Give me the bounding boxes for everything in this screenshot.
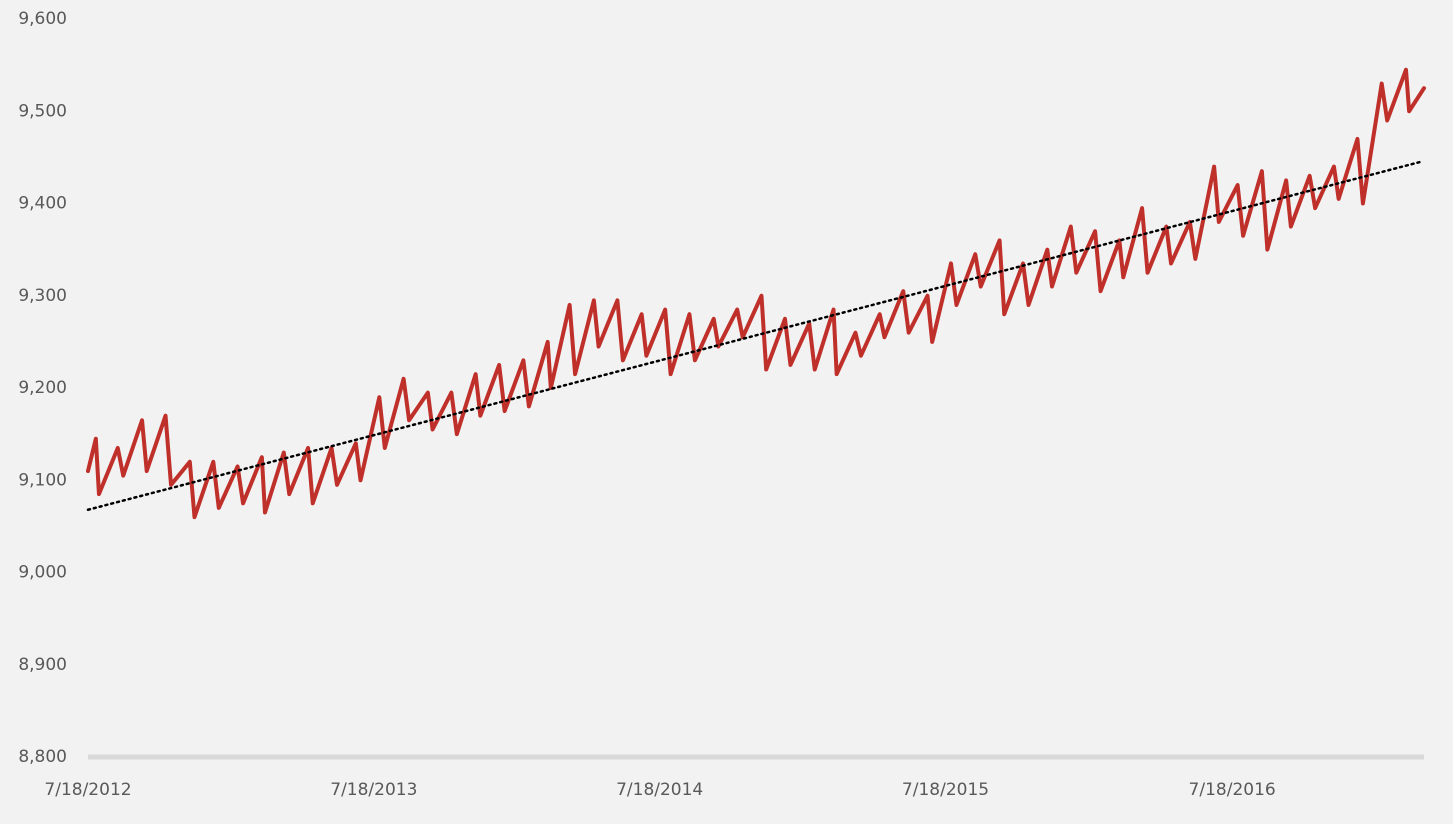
- x-tick-label: 7/18/2014: [616, 780, 703, 800]
- y-tick-label: 9,000: [18, 563, 67, 583]
- y-tick-label: 9,400: [18, 194, 67, 214]
- data-line: [86, 67, 1426, 520]
- x-tick-label: 7/18/2015: [902, 780, 989, 800]
- x-tick-label: 7/18/2012: [44, 780, 131, 800]
- y-tick-label: 9,500: [18, 101, 67, 121]
- x-tick-label: 7/18/2013: [330, 780, 417, 800]
- y-tick-label: 9,100: [18, 470, 67, 490]
- y-tick-label: 8,900: [18, 655, 67, 675]
- y-tick-label: 8,800: [18, 747, 67, 767]
- y-tick-label: 9,600: [18, 9, 67, 29]
- y-tick-label: 9,300: [18, 286, 67, 306]
- y-tick-label: 9,200: [18, 378, 67, 398]
- trend-line: [86, 160, 1422, 512]
- x-tick-label: 7/18/2016: [1189, 780, 1276, 800]
